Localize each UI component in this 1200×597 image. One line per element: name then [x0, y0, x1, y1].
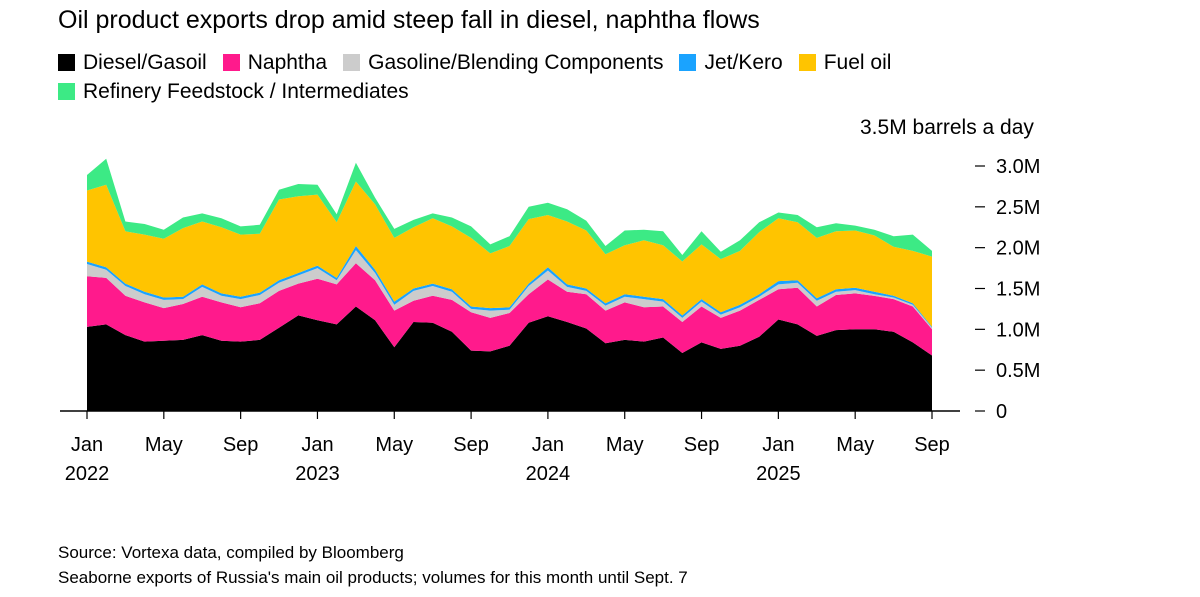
- y-axis-unit-label: 3.5M barrels a day: [860, 116, 1034, 139]
- description-note: Seaborne exports of Russia's main oil pr…: [58, 568, 688, 587]
- legend-label: Jet/Kero: [704, 51, 783, 74]
- legend-item: Refinery Feedstock / Intermediates: [58, 77, 409, 106]
- legend-swatch: [58, 54, 75, 71]
- x-tick-year-label: 2025: [756, 463, 801, 485]
- x-tick-year-label: 2024: [526, 463, 571, 485]
- legend-item: Jet/Kero: [679, 48, 783, 77]
- x-tick-label: Jan: [762, 434, 794, 456]
- legend-item: Naphtha: [222, 48, 328, 77]
- x-tick-label: May: [145, 434, 183, 456]
- legend-swatch: [798, 54, 816, 71]
- x-tick-label: Sep: [684, 434, 720, 456]
- x-tick-year-label: 2022: [65, 463, 110, 485]
- legend-swatch: [679, 54, 697, 71]
- area-series-naphtha: [87, 263, 932, 356]
- area-series-fuel-oil: [87, 181, 932, 327]
- legend-label: Fuel oil: [823, 51, 892, 74]
- x-tick-label: Jan: [301, 434, 333, 456]
- y-tick-label: 3.0M: [996, 156, 1040, 178]
- x-tick-label: May: [606, 434, 644, 456]
- legend-label: Diesel/Gasoil: [83, 51, 207, 74]
- legend-label: Refinery Feedstock / Intermediates: [83, 80, 409, 103]
- chart-title: Oil product exports drop amid steep fall…: [58, 6, 760, 34]
- legend-item: Fuel oil: [798, 48, 892, 77]
- x-tick-label: May: [836, 434, 874, 456]
- legend-item: Diesel/Gasoil: [58, 48, 207, 77]
- y-tick-label: 1.5M: [996, 279, 1040, 301]
- legend-swatch: [58, 83, 75, 100]
- y-tick-label: 2.5M: [996, 197, 1040, 219]
- x-tick-label: Sep: [914, 434, 950, 456]
- y-tick-label: 0: [996, 401, 1007, 423]
- source-note: Source: Vortexa data, compiled by Bloomb…: [58, 543, 404, 562]
- x-tick-label: May: [375, 434, 413, 456]
- legend-item: Gasoline/Blending Components: [343, 48, 663, 77]
- x-tick-year-label: 2023: [295, 463, 340, 485]
- legend-swatch: [222, 54, 240, 71]
- chart-footer: Source: Vortexa data, compiled by Bloomb…: [58, 540, 688, 590]
- y-tick-label: 1.0M: [996, 319, 1040, 341]
- legend-label: Naphtha: [247, 51, 328, 74]
- x-tick-label: Sep: [453, 434, 489, 456]
- legend-swatch: [343, 54, 361, 71]
- legend-label: Gasoline/Blending Components: [368, 51, 664, 74]
- y-tick-label: 2.0M: [996, 238, 1040, 260]
- x-tick-label: Jan: [532, 434, 564, 456]
- y-tick-label: 0.5M: [996, 360, 1040, 382]
- x-tick-label: Jan: [71, 434, 103, 456]
- area-series-refinery-feedstock-intermediates: [87, 158, 932, 262]
- x-tick-label: Sep: [223, 434, 259, 456]
- chart-legend: Diesel/Gasoil Naphtha Gasoline/Blending Co…: [58, 48, 1058, 106]
- area-series-diesel-gasoil: [87, 306, 932, 411]
